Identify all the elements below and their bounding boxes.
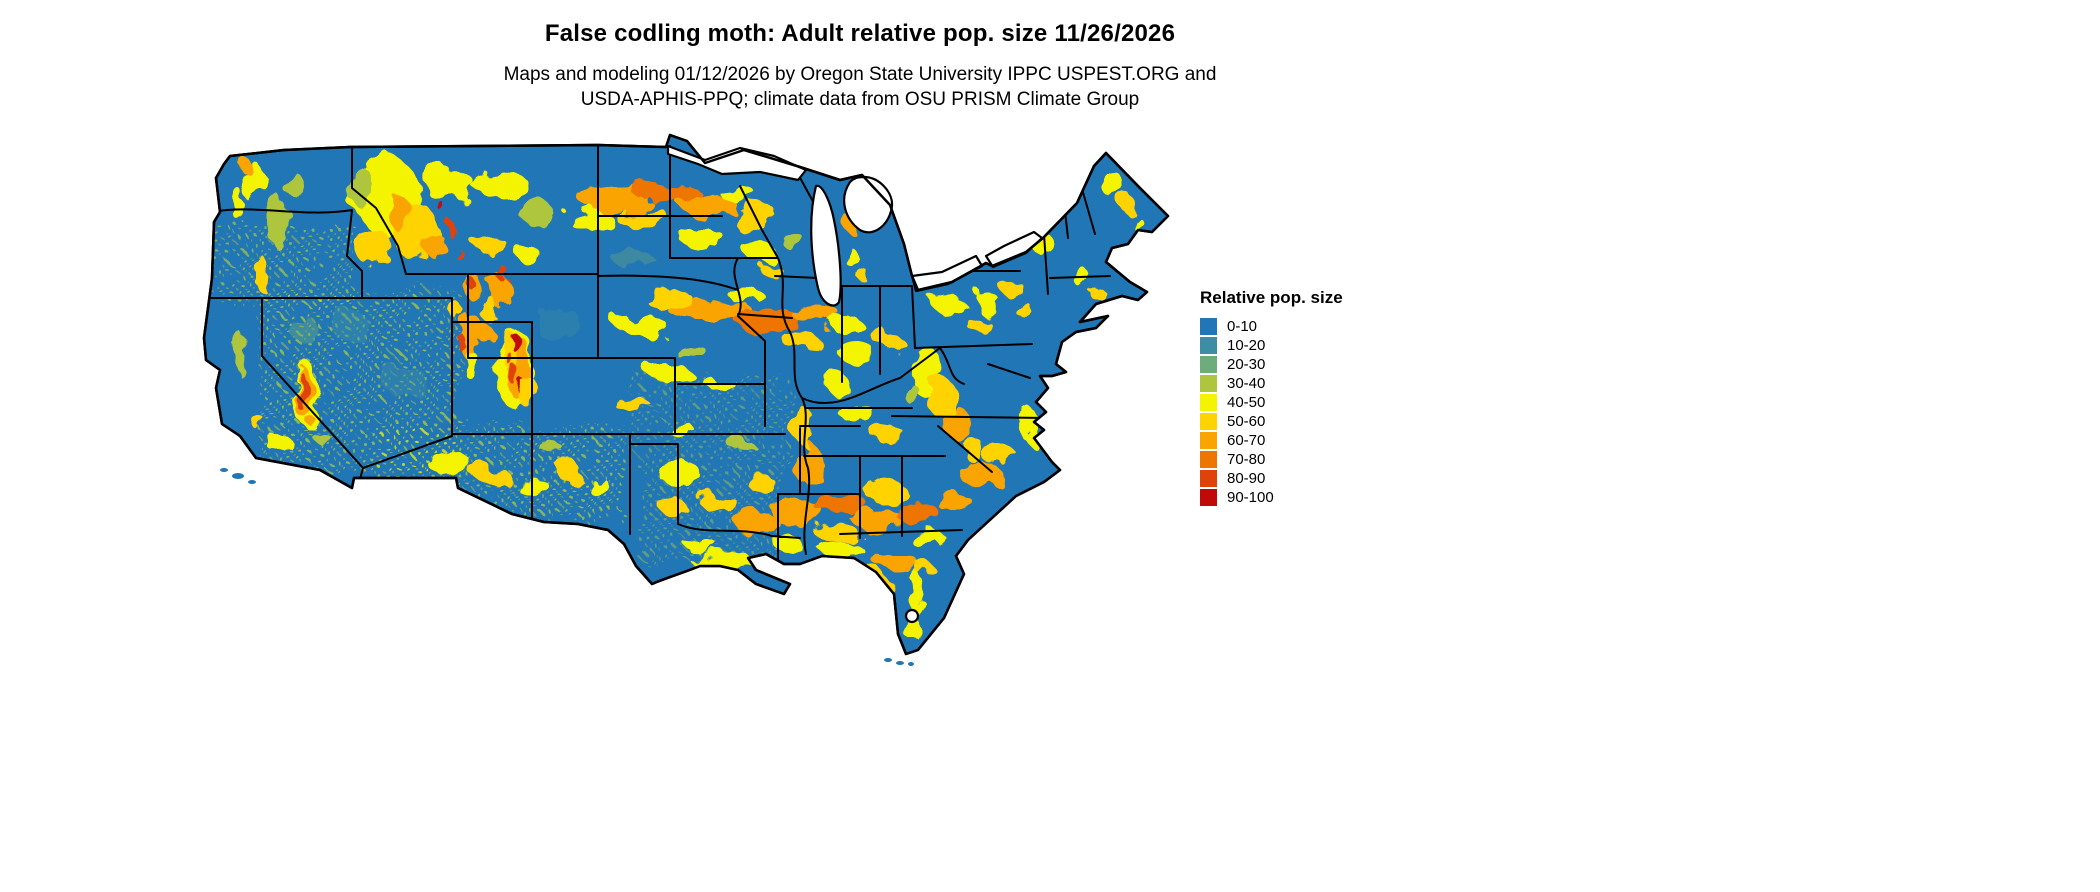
- legend-items: 0-10 10-20 20-30 30-40 40-50 50-60 60-70 70-80 8…: [1200, 317, 1343, 507]
- legend-item: 20-30: [1200, 355, 1343, 374]
- legend-swatch: [1200, 318, 1217, 335]
- legend-item: 30-40: [1200, 374, 1343, 393]
- state-borders: [204, 145, 1111, 569]
- legend-item: 90-100: [1200, 488, 1343, 507]
- legend-item: 50-60: [1200, 412, 1343, 431]
- legend-item: 0-10: [1200, 317, 1343, 336]
- page-title: False codling moth: Adult relative pop. …: [544, 20, 1176, 47]
- heat-layer: [215, 147, 1143, 637]
- legend-label: 70-80: [1227, 451, 1266, 468]
- legend-label: 0-10: [1227, 318, 1258, 335]
- legend-label: 80-90: [1227, 470, 1266, 487]
- subtitle-line-2: USDA-APHIS-PPQ; climate data from OSU PR…: [580, 89, 1140, 110]
- legend-swatch: [1200, 375, 1217, 392]
- legend-swatch: [1200, 489, 1217, 506]
- legend-label: 40-50: [1227, 394, 1266, 411]
- legend-swatch: [1200, 432, 1217, 449]
- subtitle: Maps and modeling 01/12/2026 by Oregon S…: [0, 62, 1720, 112]
- legend-label: 50-60: [1227, 413, 1266, 430]
- legend-swatch: [1200, 356, 1217, 373]
- legend-swatch: [1200, 413, 1217, 430]
- legend-label: 30-40: [1227, 375, 1266, 392]
- lake-okeechobee: [904, 608, 920, 624]
- legend-label: 20-30: [1227, 356, 1266, 373]
- legend-item: 80-90: [1200, 469, 1343, 488]
- legend-item: 40-50: [1200, 393, 1343, 412]
- legend-item: 70-80: [1200, 450, 1343, 469]
- legend-label: 60-70: [1227, 432, 1266, 449]
- legend-item: 10-20: [1200, 336, 1343, 355]
- legend-item: 60-70: [1200, 431, 1343, 450]
- lake-michigan: [810, 184, 842, 307]
- legend-swatch: [1200, 451, 1217, 468]
- islands: [220, 468, 914, 666]
- legend-swatch: [1200, 394, 1217, 411]
- legend-swatch: [1200, 470, 1217, 487]
- legend-label: 90-100: [1227, 489, 1274, 506]
- subtitle-line-1: Maps and modeling 01/12/2026 by Oregon S…: [503, 64, 1217, 85]
- legend-label: 10-20: [1227, 337, 1266, 354]
- legend-title: Relative pop. size: [1200, 288, 1343, 307]
- lake-superior: [666, 144, 808, 182]
- great-lakes: [666, 144, 1044, 624]
- legend: Relative pop. size 0-10 10-20 20-30 30-40 40…: [1200, 288, 1343, 507]
- legend-swatch: [1200, 337, 1217, 354]
- us-map: [202, 133, 1170, 666]
- lake-huron: [843, 175, 894, 234]
